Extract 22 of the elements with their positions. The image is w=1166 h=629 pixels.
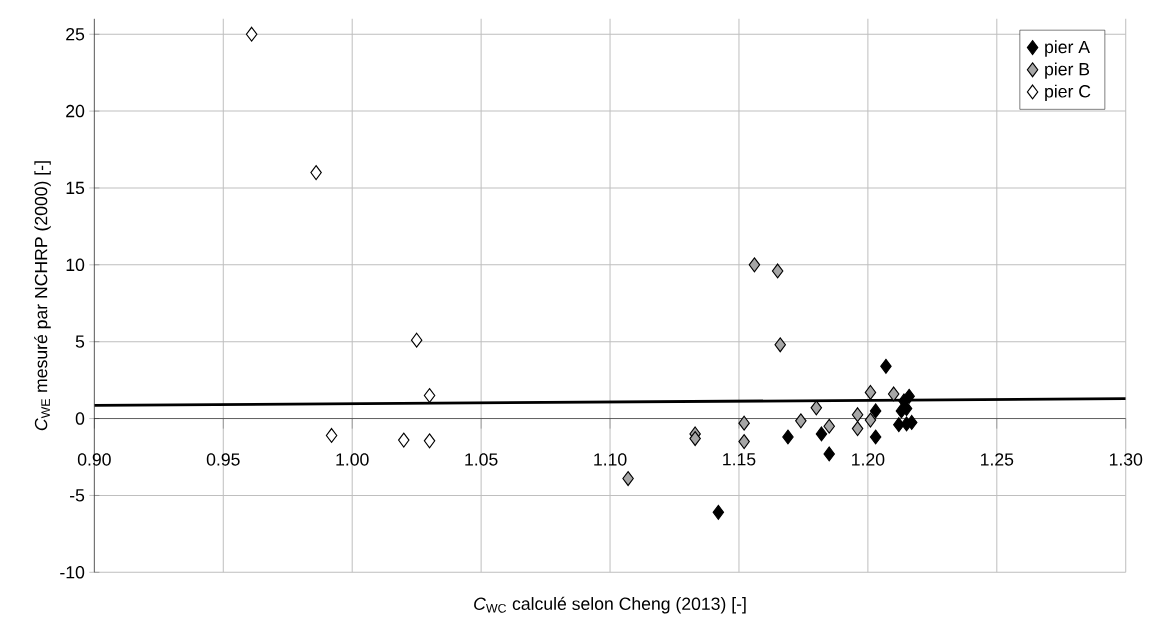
y-tick-label: -10: [60, 566, 85, 579]
legend-label: pier B: [1045, 62, 1090, 79]
y-tick-label: 15: [66, 181, 85, 195]
x-axis-title: C$_{WC}$ calculé selon Cheng (2013) [-]: [474, 596, 746, 614]
y-tick-label: -5: [70, 489, 85, 502]
legend-label: pier C: [1045, 84, 1091, 102]
y-tick-label: 5: [75, 335, 85, 348]
x-tick-label: 1.20: [852, 453, 885, 466]
y-axis-title: C$_{WE}$ mesuré par NCHRP (2000) [-]: [34, 161, 51, 431]
y-tick-label: 0: [75, 412, 85, 425]
legend-label: pier A: [1045, 40, 1090, 57]
x-tick-label: 1.00: [336, 453, 369, 466]
y-tick-label: 20: [66, 104, 85, 118]
x-tick-label: 1.10: [594, 453, 627, 466]
x-tick-label: 0.95: [206, 453, 240, 466]
y-tick-label: 10: [66, 258, 85, 272]
x-tick-label: 1.30: [1109, 453, 1143, 466]
x-tick-label: 0.90: [77, 453, 111, 466]
x-tick-label: 1.25: [981, 453, 1014, 466]
x-tick-label: 1.15: [723, 453, 756, 466]
x-tick-label: 1.05: [465, 453, 498, 466]
y-tick-label: 25: [66, 28, 85, 41]
